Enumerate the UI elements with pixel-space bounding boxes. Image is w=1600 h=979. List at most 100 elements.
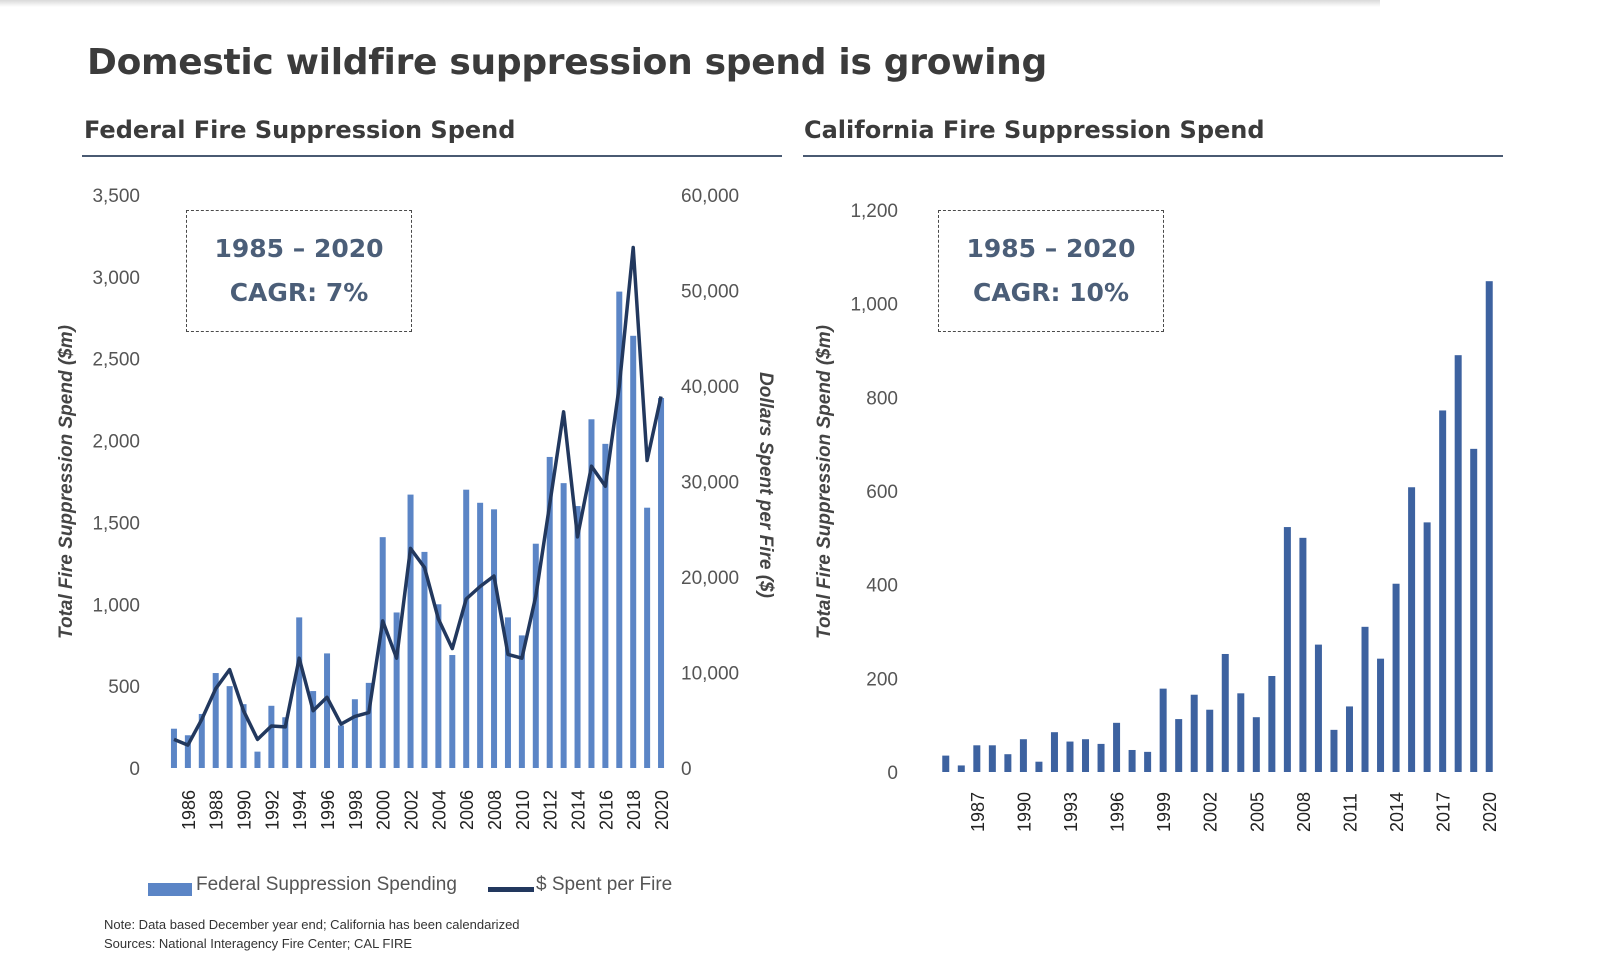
federal-y2-axis-title: Dollars Spent per Fire ($) — [755, 372, 776, 598]
california-bar-2002 — [1206, 709, 1214, 772]
california-bar-2005 — [1252, 717, 1260, 772]
federal-bar-1996 — [324, 653, 331, 768]
california-bar-2001 — [1190, 694, 1198, 772]
federal-x-tick-label: 2016 — [596, 790, 616, 830]
federal-bar-2003 — [421, 551, 428, 768]
california-x-tick-label: 2011 — [1340, 793, 1360, 832]
federal-x-tick-label: 2018 — [624, 790, 644, 830]
california-cagr-period: 1985 – 2020 — [966, 234, 1136, 263]
california-bar-2019 — [1470, 448, 1478, 772]
california-x-tick-label: 2008 — [1294, 792, 1314, 832]
california-bar-2007 — [1283, 527, 1291, 772]
federal-bar-1988 — [212, 673, 219, 768]
california-x-tick-label: 2020 — [1480, 792, 1500, 832]
federal-x-tick-label: 2002 — [402, 790, 422, 830]
federal-bar-2012 — [546, 456, 553, 768]
federal-y-tick-label: 1,000 — [92, 595, 140, 616]
federal-bar-2010 — [518, 635, 525, 768]
federal-bar-1986 — [184, 735, 191, 768]
california-bar-2004 — [1237, 693, 1245, 772]
federal-bar-2000 — [379, 537, 386, 768]
california-bar-1995 — [1097, 743, 1105, 772]
federal-y-tick-label: 3,000 — [92, 268, 140, 289]
california-bar-1996 — [1113, 722, 1121, 772]
california-y-tick-label: 1,000 — [850, 295, 898, 316]
federal-bar-1987 — [198, 713, 205, 768]
federal-bar-1985 — [170, 728, 177, 768]
federal-bar-1989 — [226, 686, 233, 768]
california-bar-1999 — [1159, 688, 1167, 772]
federal-bar-2004 — [435, 604, 442, 768]
federal-x-tick-label: 1994 — [290, 790, 310, 830]
page-title: Domestic wildfire suppression spend is g… — [87, 42, 1047, 83]
federal-y-tick-label: 1,500 — [92, 513, 140, 534]
california-bar-2020 — [1485, 281, 1493, 772]
federal-y-axis-title: Total Fire Suppression Spend ($m) — [56, 325, 77, 639]
federal-bar-2016 — [602, 443, 609, 768]
federal-bar-2008 — [491, 509, 498, 768]
california-title-rule — [803, 155, 1503, 157]
federal-spent-per-fire-line — [173, 245, 663, 747]
california-x-tick-label: 1999 — [1154, 792, 1174, 832]
california-bar-2014 — [1392, 583, 1400, 772]
federal-bar-1999 — [365, 682, 372, 768]
california-bar-1986 — [957, 765, 965, 772]
california-cagr-box: 1985 – 2020 CAGR: 10% — [938, 210, 1164, 332]
federal-x-tick-label: 1992 — [262, 790, 282, 830]
california-x-tick-label: 1993 — [1061, 792, 1081, 832]
federal-bar-2001 — [393, 612, 400, 768]
california-y-axis-title: Total Fire Suppression Spend ($m) — [814, 325, 835, 639]
federal-y2-tick-label: 60,000 — [681, 186, 739, 207]
california-bar-2011 — [1345, 706, 1353, 772]
california-y-tick-label: 0 — [887, 763, 898, 784]
california-y-tick-label: 800 — [866, 388, 898, 409]
california-y-tick-label: 600 — [866, 482, 898, 503]
california-bar-2013 — [1377, 658, 1385, 772]
california-bar-1994 — [1082, 739, 1090, 772]
california-x-tick-label: 1990 — [1014, 792, 1034, 832]
federal-cagr-value: CAGR: 7% — [229, 278, 369, 307]
california-bar-1993 — [1066, 741, 1074, 772]
california-bar-2016 — [1423, 522, 1431, 772]
federal-bar-1998 — [351, 699, 358, 768]
top-shadow-bar — [0, 0, 1380, 7]
california-x-tick-label: 2014 — [1387, 792, 1407, 832]
federal-x-tick-label: 1988 — [207, 790, 227, 830]
federal-x-tick-label: 2006 — [457, 790, 477, 830]
california-bar-2018 — [1454, 355, 1462, 772]
federal-x-tick-label: 2010 — [513, 790, 533, 830]
federal-bar-1994 — [296, 617, 303, 768]
federal-x-tick-label: 2012 — [541, 790, 561, 830]
federal-y-tick-label: 500 — [108, 677, 140, 698]
federal-y2-tick-label: 50,000 — [681, 282, 739, 303]
federal-bar-2018 — [630, 335, 637, 768]
federal-y2-tick-label: 10,000 — [681, 664, 739, 685]
federal-bar-1993 — [282, 717, 289, 768]
federal-x-tick-label: 2014 — [569, 790, 589, 830]
federal-y-tick-label: 3,500 — [92, 186, 140, 207]
federal-bar-2014 — [574, 506, 581, 768]
california-y-tick-label: 1,200 — [850, 201, 898, 222]
california-bar-1990 — [1019, 739, 1027, 772]
federal-bar-2020 — [658, 398, 665, 768]
federal-bar-2002 — [407, 494, 414, 768]
federal-bar-2019 — [644, 507, 651, 768]
federal-cagr-period: 1985 – 2020 — [214, 234, 384, 263]
federal-x-tick-label: 2008 — [485, 790, 505, 830]
federal-bar-2006 — [463, 489, 470, 768]
federal-y-tick-label: 2,000 — [92, 432, 140, 453]
federal-bar-2007 — [477, 502, 484, 768]
california-bar-1991 — [1035, 761, 1043, 772]
federal-y2-tick-label: 0 — [681, 759, 692, 780]
california-panel-title: California Fire Suppression Spend — [804, 116, 1265, 144]
federal-y2-tick-label: 20,000 — [681, 568, 739, 589]
federal-y2-tick-label: 40,000 — [681, 377, 739, 398]
federal-x-tick-label: 2004 — [429, 790, 449, 830]
california-bar-1998 — [1144, 751, 1152, 772]
california-bar-2009 — [1314, 644, 1322, 772]
legend-bar-swatch — [148, 883, 192, 896]
legend-line-label: $ Spent per Fire — [536, 874, 673, 895]
california-x-tick-label: 1987 — [968, 792, 988, 832]
federal-x-tick-label: 2020 — [652, 790, 672, 830]
